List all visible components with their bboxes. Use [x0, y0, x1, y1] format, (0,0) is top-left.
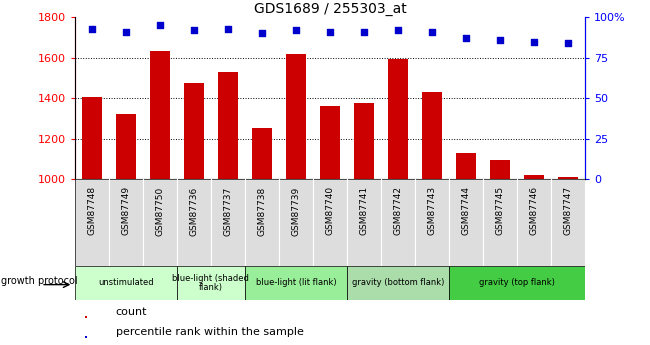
Bar — [85, 316, 86, 318]
Bar — [320, 106, 340, 179]
Bar — [313, 179, 347, 266]
Bar — [81, 97, 102, 179]
Text: GSM87740: GSM87740 — [326, 186, 334, 235]
Point — [120, 29, 131, 34]
Bar — [524, 175, 544, 179]
Bar — [456, 153, 476, 179]
Point — [393, 28, 403, 33]
Text: GSM87748: GSM87748 — [87, 186, 96, 235]
Bar — [150, 51, 170, 179]
Text: GSM87747: GSM87747 — [564, 186, 573, 235]
Bar — [245, 179, 279, 266]
Bar — [449, 266, 585, 300]
Bar — [245, 266, 347, 300]
Bar — [347, 179, 381, 266]
Text: GSM87737: GSM87737 — [224, 186, 232, 236]
Point — [495, 37, 505, 43]
Point — [563, 40, 573, 46]
Text: blue-light (lit flank): blue-light (lit flank) — [255, 278, 336, 287]
Bar — [387, 59, 408, 179]
Bar — [177, 179, 211, 266]
Bar — [75, 179, 109, 266]
Point — [155, 22, 165, 28]
Text: GSM87743: GSM87743 — [428, 186, 436, 235]
Text: unstimulated: unstimulated — [98, 278, 153, 287]
Bar — [109, 179, 143, 266]
Text: GSM87745: GSM87745 — [495, 186, 504, 235]
Bar — [116, 114, 136, 179]
Bar — [85, 336, 86, 338]
Bar — [517, 179, 551, 266]
Title: GDS1689 / 255303_at: GDS1689 / 255303_at — [254, 2, 406, 16]
Text: GSM87744: GSM87744 — [462, 186, 471, 235]
Text: blue-light (shaded
flank): blue-light (shaded flank) — [172, 274, 249, 292]
Bar — [381, 179, 415, 266]
Point — [359, 29, 369, 34]
Bar — [558, 177, 579, 179]
Bar — [347, 266, 449, 300]
Text: growth protocol: growth protocol — [1, 276, 78, 286]
Point — [426, 29, 437, 34]
Text: gravity (bottom flank): gravity (bottom flank) — [352, 278, 444, 287]
Bar — [75, 266, 177, 300]
Text: GSM87741: GSM87741 — [359, 186, 369, 235]
Text: GSM87742: GSM87742 — [393, 186, 402, 235]
Bar — [449, 179, 483, 266]
Point — [461, 36, 471, 41]
Bar — [422, 92, 442, 179]
Bar — [489, 160, 510, 179]
Point — [257, 31, 267, 36]
Text: GSM87738: GSM87738 — [257, 186, 266, 236]
Text: GSM87750: GSM87750 — [155, 186, 164, 236]
Text: GSM87749: GSM87749 — [122, 186, 130, 235]
Bar — [279, 179, 313, 266]
Bar — [218, 72, 238, 179]
Bar — [252, 128, 272, 179]
Point — [222, 26, 233, 31]
Bar — [354, 104, 374, 179]
Text: gravity (top flank): gravity (top flank) — [479, 278, 555, 287]
Bar — [211, 179, 245, 266]
Text: GSM87746: GSM87746 — [530, 186, 538, 235]
Point — [528, 39, 539, 44]
Bar — [415, 179, 449, 266]
Bar — [483, 179, 517, 266]
Text: percentile rank within the sample: percentile rank within the sample — [116, 327, 304, 337]
Point — [324, 29, 335, 34]
Bar — [183, 83, 204, 179]
Bar — [177, 266, 245, 300]
Text: count: count — [116, 307, 147, 317]
Bar — [285, 54, 306, 179]
Text: GSM87736: GSM87736 — [189, 186, 198, 236]
Point — [188, 28, 199, 33]
Bar — [143, 179, 177, 266]
Point — [86, 26, 97, 31]
Text: GSM87739: GSM87739 — [291, 186, 300, 236]
Point — [291, 28, 301, 33]
Bar — [551, 179, 585, 266]
